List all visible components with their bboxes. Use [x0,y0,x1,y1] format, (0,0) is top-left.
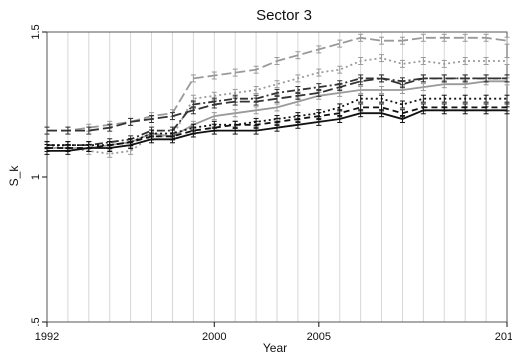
series-line [47,97,507,147]
chart-title: Sector 3 [256,7,312,24]
axes: 1992 2000 2005 2014 .5 1 1.5 [30,24,512,343]
y-tick-label: 1.5 [30,24,42,39]
series-8 [44,106,510,155]
y-tick-label: 1 [30,174,42,180]
y-axis-label: S_k [7,165,21,187]
x-tick-label: 2005 [307,331,331,343]
gridlines [46,32,508,322]
x-axis-label: Year [263,341,287,355]
y-tick-label: .5 [30,317,42,326]
x-tick-label: 1992 [35,331,59,343]
series-layer [44,33,510,158]
x-tick-label: 2000 [202,331,226,343]
x-tick-label: 2014 [495,331,512,343]
